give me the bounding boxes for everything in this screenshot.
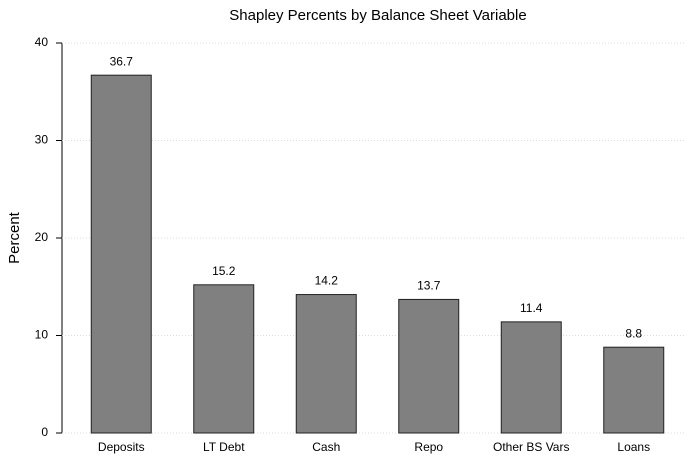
y-tick-label: 20 [35,230,49,244]
bar [500,321,562,434]
data-label: 8.8 [625,326,642,340]
data-label: 14.2 [315,274,339,288]
chart-title: Shapley Percents by Balance Sheet Variab… [229,7,526,24]
y-tick-label: 30 [35,133,49,147]
data-label: 36.7 [110,54,134,68]
x-tick-label: LT Debt [203,440,245,454]
x-tick-label: Loans [617,440,650,454]
x-tick-label: Deposits [98,440,145,454]
data-label: 11.4 [520,301,543,315]
y-axis-label: Percent [6,211,23,264]
y-tick-label: 0 [41,425,48,439]
bar [193,284,255,434]
y-tick-label: 10 [35,328,49,342]
data-label: 15.2 [212,264,236,278]
bar [603,346,665,434]
bar [90,74,152,434]
x-tick-label: Other BS Vars [493,440,569,454]
x-tick-label: Cash [312,440,340,454]
bar [295,294,357,434]
bar [398,298,460,434]
x-tick-label: Repo [414,440,443,454]
y-tick-label: 40 [35,35,49,49]
data-label: 13.7 [417,279,441,293]
